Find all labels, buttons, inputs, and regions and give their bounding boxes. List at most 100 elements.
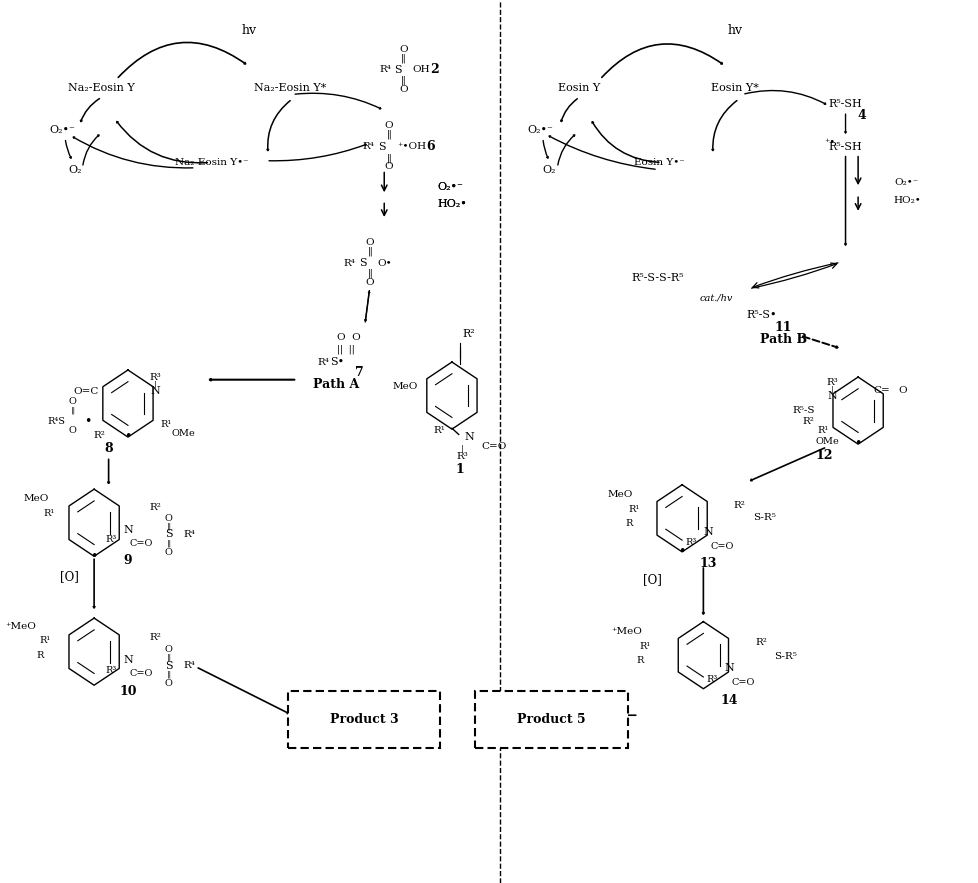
Text: OMe: OMe <box>815 437 838 446</box>
Text: O: O <box>365 278 374 287</box>
Text: 8: 8 <box>105 442 112 455</box>
Text: N: N <box>826 391 836 402</box>
Text: R⁴: R⁴ <box>362 142 375 151</box>
Text: •: • <box>854 437 861 449</box>
Text: Na₂-Eosin Y*: Na₂-Eosin Y* <box>254 83 327 94</box>
Text: N: N <box>464 432 473 442</box>
Text: C=O: C=O <box>130 540 153 548</box>
Text: O₂•⁻: O₂•⁻ <box>437 182 463 192</box>
Text: O₂•⁻: O₂•⁻ <box>437 182 463 192</box>
Text: R²: R² <box>802 417 814 426</box>
Text: ⁺•OH: ⁺•OH <box>396 142 425 151</box>
Text: 2: 2 <box>429 64 438 76</box>
Text: 13: 13 <box>699 557 716 570</box>
Text: S-R⁵: S-R⁵ <box>752 513 775 522</box>
Text: 6: 6 <box>425 140 434 153</box>
Text: Product 5: Product 5 <box>516 713 585 726</box>
Text: R²: R² <box>149 633 160 642</box>
Text: R¹: R¹ <box>43 509 55 518</box>
Text: HO₂•: HO₂• <box>893 196 920 205</box>
Text: R²: R² <box>93 431 105 440</box>
Text: R²: R² <box>755 638 767 647</box>
Text: R: R <box>625 519 632 528</box>
Text: O: O <box>68 397 76 406</box>
Text: S: S <box>359 258 367 268</box>
Text: ⁺MeO: ⁺MeO <box>611 627 642 636</box>
FancyBboxPatch shape <box>288 691 440 748</box>
FancyBboxPatch shape <box>474 691 627 748</box>
Text: N: N <box>123 525 133 535</box>
Text: R¹: R¹ <box>160 420 172 429</box>
Text: O: O <box>164 514 172 523</box>
Text: S: S <box>378 141 385 152</box>
Text: |: | <box>829 385 832 394</box>
Text: Path B: Path B <box>759 333 807 345</box>
Text: ‖: ‖ <box>386 154 391 162</box>
Text: O: O <box>384 121 393 130</box>
Text: S: S <box>164 529 172 540</box>
Text: R³: R³ <box>825 378 837 387</box>
Text: S-R⁵: S-R⁵ <box>774 652 796 660</box>
Text: HO₂•: HO₂• <box>437 199 467 209</box>
Text: R⁴: R⁴ <box>183 530 195 539</box>
Text: R⁴: R⁴ <box>378 65 390 74</box>
Text: R³: R³ <box>105 666 116 675</box>
Text: Eosin Y: Eosin Y <box>557 83 600 94</box>
Text: O: O <box>164 679 172 688</box>
Text: ||  ||: || || <box>336 345 354 354</box>
Text: N: N <box>724 663 734 674</box>
Text: Eosin Y•⁻: Eosin Y•⁻ <box>634 158 685 167</box>
Text: MeO: MeO <box>392 382 418 391</box>
Text: ‖: ‖ <box>386 130 391 139</box>
Text: O: O <box>384 162 393 171</box>
Text: O₂: O₂ <box>542 164 555 175</box>
Text: Na₂-Eosin Y•⁻: Na₂-Eosin Y•⁻ <box>175 158 248 167</box>
Text: O: O <box>898 386 907 395</box>
Text: ‖: ‖ <box>401 54 406 63</box>
Text: R⁵-S: R⁵-S <box>791 406 814 415</box>
Text: O: O <box>68 426 76 434</box>
Text: S•: S• <box>330 357 343 367</box>
Text: ‖: ‖ <box>166 540 170 548</box>
Text: R²: R² <box>733 502 744 510</box>
Text: ‖: ‖ <box>367 269 372 278</box>
Text: R¹: R¹ <box>433 426 445 435</box>
Text: |: | <box>461 444 464 453</box>
Text: R⁵-SH: R⁵-SH <box>827 99 862 109</box>
Text: R³: R³ <box>706 675 717 683</box>
Text: O₂•⁻: O₂•⁻ <box>526 125 553 135</box>
Text: O: O <box>399 85 408 94</box>
Text: 7: 7 <box>355 366 364 379</box>
Text: O  O: O O <box>336 333 360 342</box>
Text: •: • <box>124 430 131 442</box>
Text: R¹: R¹ <box>639 642 649 651</box>
Text: ⁺•: ⁺• <box>823 139 835 147</box>
Text: R³: R³ <box>149 373 160 381</box>
Text: N: N <box>702 527 712 538</box>
Text: MeO: MeO <box>23 494 49 503</box>
Text: OMe: OMe <box>171 429 195 438</box>
Text: Eosin Y*: Eosin Y* <box>711 83 759 94</box>
Text: R⁵-S•: R⁵-S• <box>745 310 776 321</box>
Text: ‖: ‖ <box>166 670 170 679</box>
Text: R²: R² <box>462 328 474 339</box>
Text: R¹: R¹ <box>39 636 51 645</box>
Text: O: O <box>399 45 408 54</box>
Text: 4: 4 <box>857 109 866 122</box>
Text: Product 3: Product 3 <box>330 713 398 726</box>
Text: 9: 9 <box>123 555 132 567</box>
Text: C=O: C=O <box>731 678 754 687</box>
Text: ‖: ‖ <box>166 522 170 531</box>
Text: MeO: MeO <box>606 490 632 499</box>
Text: R⁴: R⁴ <box>343 259 355 268</box>
Text: O: O <box>164 645 172 654</box>
Text: •: • <box>84 415 92 427</box>
Text: C=: C= <box>872 386 889 395</box>
Text: R: R <box>36 651 44 660</box>
Text: ‖: ‖ <box>166 653 170 662</box>
Text: O: O <box>365 238 374 247</box>
Text: R²: R² <box>149 503 160 512</box>
Text: ⁺MeO: ⁺MeO <box>5 623 36 631</box>
Text: O: O <box>164 548 172 557</box>
Text: [O]: [O] <box>61 570 79 583</box>
